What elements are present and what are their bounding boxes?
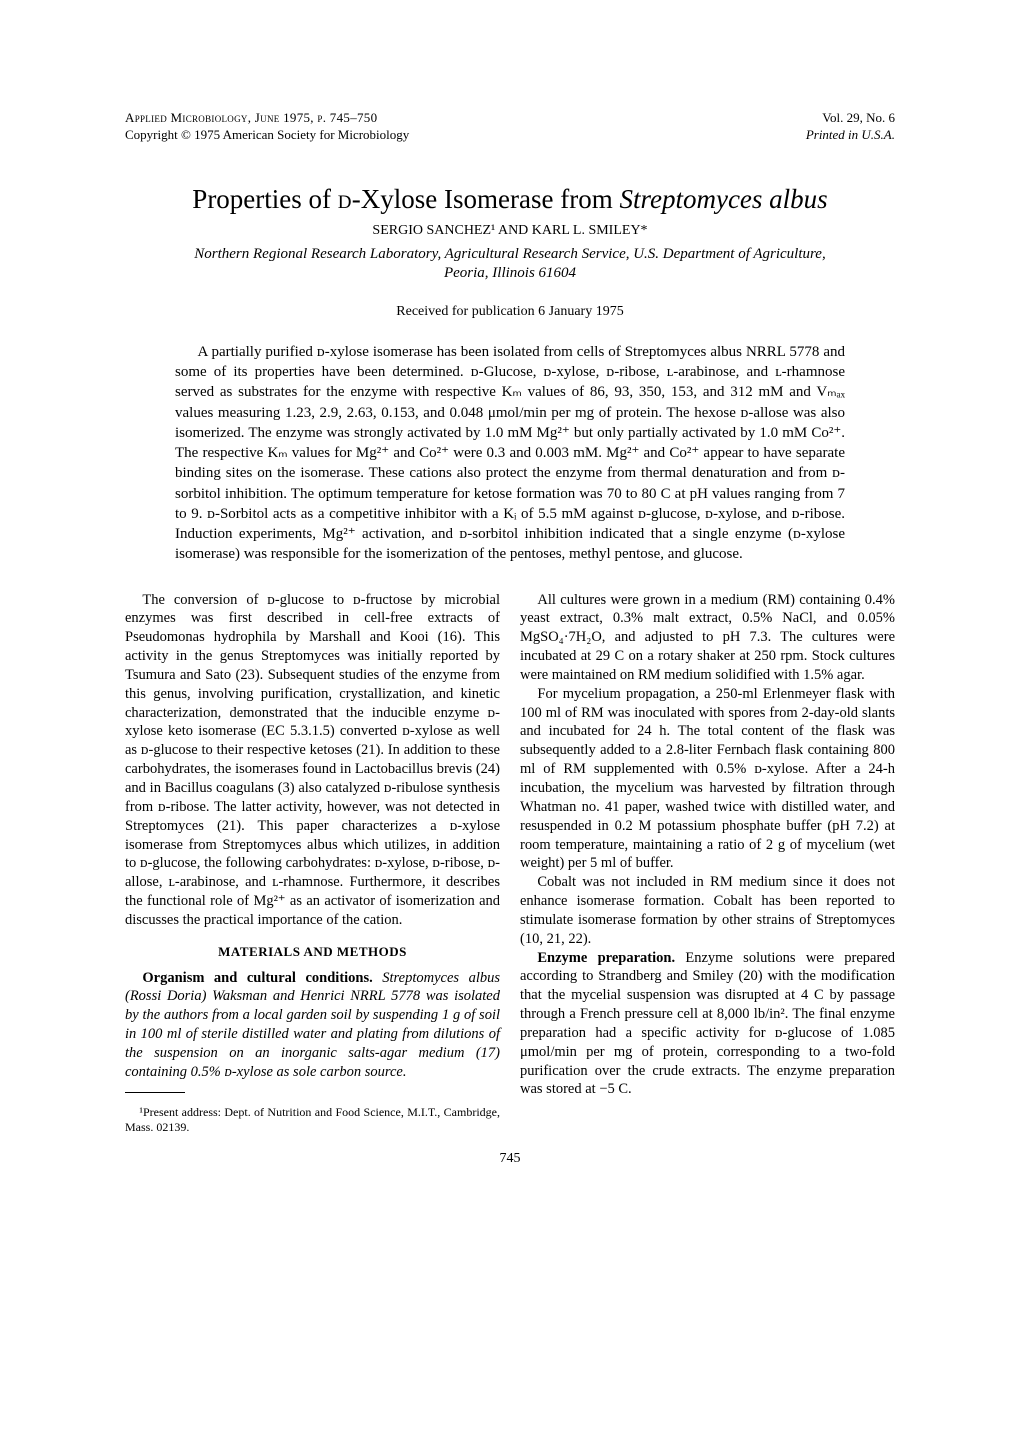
running-header: Applied Microbiology, June 1975, p. 745–…	[125, 110, 895, 144]
copyright-line: Copyright © 1975 American Society for Mi…	[125, 127, 409, 144]
materials-heading: MATERIALS AND METHODS	[125, 944, 500, 961]
printed-line: Printed in U.S.A.	[806, 127, 895, 144]
affiliation-line-2: Peoria, Illinois 61604	[125, 264, 895, 284]
title-species: Streptomyces albus	[619, 184, 827, 214]
page-number: 745	[125, 1151, 895, 1167]
body-columns: The conversion of ᴅ-glucose to ᴅ-fructos…	[125, 591, 895, 1135]
cultures-paragraph-2: For mycelium propagation, a 250-ml Erlen…	[520, 685, 895, 873]
organism-paragraph: Organism and cultural conditions. Strept…	[125, 969, 500, 1082]
footnote-rule	[125, 1092, 185, 1093]
volume-issue: Vol. 29, No. 6	[806, 110, 895, 127]
cultures-paragraph-1: All cultures were grown in a medium (RM)…	[520, 591, 895, 685]
title-sc: d	[338, 184, 352, 214]
enzyme-text: Enzyme solutions were prepared according…	[520, 950, 895, 1098]
journal-line: Applied Microbiology, June 1975, p. 745–…	[125, 110, 377, 125]
intro-paragraph: The conversion of ᴅ-glucose to ᴅ-fructos…	[125, 591, 500, 930]
organism-text: Streptomyces albus (Rossi Doria) Waksman…	[125, 970, 500, 1080]
received-date: Received for publication 6 January 1975	[125, 304, 895, 320]
title-mid: -Xylose Isomerase from	[352, 184, 620, 214]
abstract: A partially purified ᴅ-xylose isomerase …	[175, 342, 845, 565]
title-pre: Properties of	[192, 184, 337, 214]
authors: SERGIO SANCHEZ¹ AND KARL L. SMILEY*	[125, 223, 895, 239]
cultures-paragraph-3: Cobalt was not included in RM medium sin…	[520, 873, 895, 948]
page: Applied Microbiology, June 1975, p. 745–…	[0, 0, 1020, 1444]
affiliation-line-1: Northern Regional Research Laboratory, A…	[125, 245, 895, 265]
organism-subheading: Organism and cultural conditions.	[142, 970, 372, 986]
footnote-block: ¹Present address: Dept. of Nutrition and…	[125, 1092, 500, 1135]
header-left: Applied Microbiology, June 1975, p. 745–…	[125, 110, 409, 144]
footnote-text: ¹Present address: Dept. of Nutrition and…	[125, 1105, 500, 1135]
article-title: Properties of d-Xylose Isomerase from St…	[125, 184, 895, 215]
enzyme-subheading: Enzyme preparation.	[537, 950, 675, 966]
enzyme-paragraph: Enzyme preparation. Enzyme solutions wer…	[520, 949, 895, 1100]
affiliation: Northern Regional Research Laboratory, A…	[125, 245, 895, 284]
header-right: Vol. 29, No. 6 Printed in U.S.A.	[806, 110, 895, 144]
